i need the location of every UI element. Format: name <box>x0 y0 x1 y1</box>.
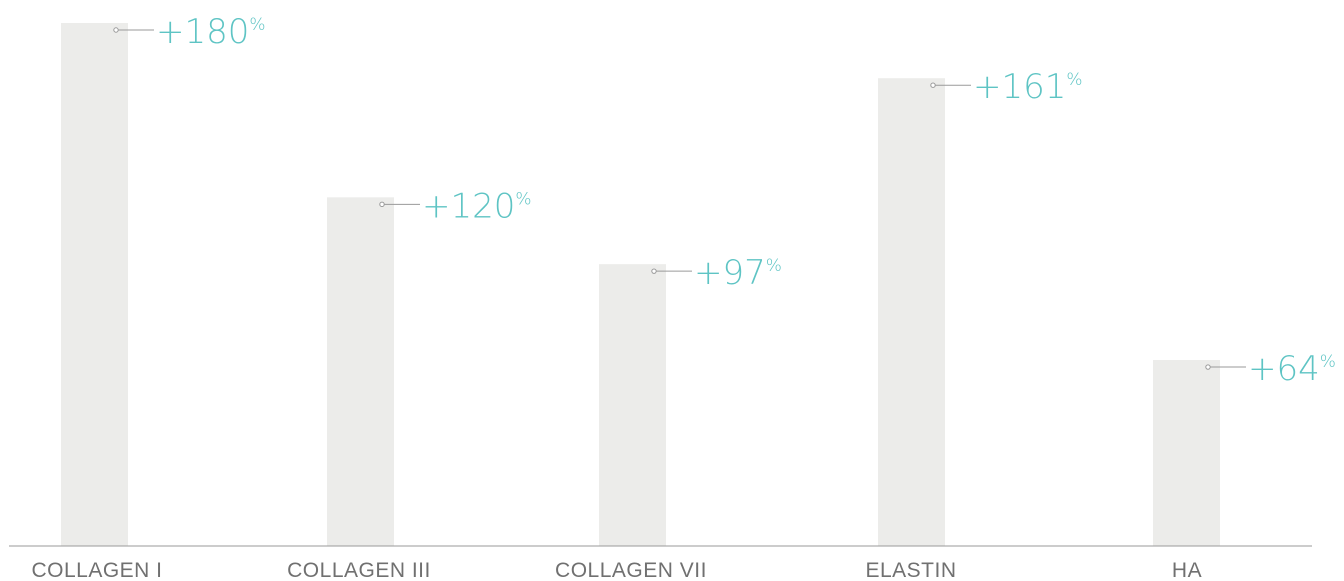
category-label: HA <box>1172 559 1202 581</box>
value-number: +120 <box>422 186 515 226</box>
leader-dot <box>113 27 119 33</box>
category-label: COLLAGEN I <box>31 559 162 581</box>
category-label: COLLAGEN III <box>287 559 431 581</box>
bar-collagen-iii <box>327 197 394 547</box>
value-number: +180 <box>156 12 249 52</box>
value-label: +97% <box>694 253 782 293</box>
category-label: ELASTIN <box>865 559 956 581</box>
value-unit: % <box>766 256 782 276</box>
bar-elastin <box>878 78 945 546</box>
bar-collagen-vii <box>599 264 666 546</box>
value-unit: % <box>515 189 531 209</box>
value-unit: % <box>1066 70 1082 90</box>
value-label: +180% <box>156 12 266 52</box>
value-number: +64 <box>1248 349 1320 389</box>
value-unit: % <box>249 15 265 35</box>
value-label: +120% <box>422 186 532 226</box>
bars-layer <box>61 23 1220 547</box>
leader-dot <box>1205 364 1211 370</box>
leader-dot <box>651 268 657 274</box>
value-number: +161 <box>973 67 1066 107</box>
value-label: +161% <box>973 67 1083 107</box>
bar-collagen-i <box>61 23 128 546</box>
category-labels-layer: COLLAGEN I COLLAGEN III COLLAGEN VII ELASTI… <box>31 559 1202 581</box>
leader-dot <box>379 201 385 208</box>
value-number: +97 <box>694 253 766 293</box>
leader-lines-layer <box>113 27 1246 370</box>
bar-ha <box>1153 360 1220 546</box>
value-label: +64% <box>1248 349 1336 389</box>
value-unit: % <box>1320 352 1336 372</box>
category-label: COLLAGEN VII <box>555 559 707 581</box>
value-labels-layer: +180%+120%+97%+161%+64% <box>156 12 1336 389</box>
leader-dot <box>930 82 936 88</box>
